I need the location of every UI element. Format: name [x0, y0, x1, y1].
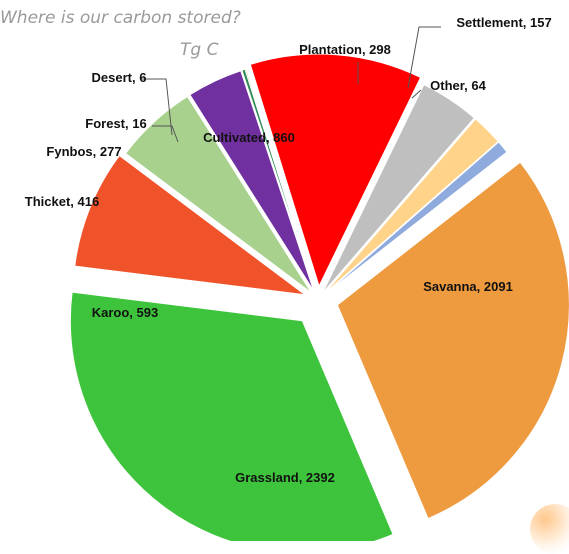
pie-slice-karoo: [74, 154, 307, 296]
slice-label-savanna: Savanna, 2091: [423, 279, 513, 294]
pie-slice-cultivated: [249, 53, 422, 288]
pie-chart: Savanna, 2091 Grassland, 2392 Karoo, 593 Th…: [25, 15, 569, 541]
leader-lines: [140, 26, 441, 143]
leader-line-settlement: [407, 26, 441, 89]
pie-slice-desert: [244, 68, 316, 291]
slice-label-thicket: Thicket, 416: [25, 194, 99, 209]
slice-label-desert: Desert, 6: [92, 70, 147, 85]
pie-slice-savanna: [336, 161, 569, 520]
slice-labels: Savanna, 2091 Grassland, 2392 Karoo, 593 Th…: [25, 15, 552, 485]
slice-label-forest: Forest, 16: [85, 116, 146, 131]
slice-label-grassland: Grassland, 2392: [235, 470, 335, 485]
pie-slices: [69, 53, 569, 541]
slice-label-fynbos: Fynbos, 277: [46, 144, 121, 159]
slice-label-settlement: Settlement, 157: [456, 15, 551, 30]
slice-label-other: Other, 64: [430, 78, 486, 93]
slice-label-cultivated: Cultivated, 860: [203, 130, 295, 145]
leader-line-other: [411, 89, 422, 99]
decorative-glow: [530, 504, 569, 554]
pie-slice-fynbos: [189, 70, 315, 292]
pie-slice-other: [323, 141, 508, 296]
pie-slice-grassland: [69, 291, 394, 541]
leader-line-desert: [140, 78, 173, 136]
pie-slice-plantation: [321, 84, 476, 294]
pie-slice-thicket: [124, 95, 312, 294]
leader-line-forest: [152, 125, 179, 143]
chart-title: Where is our carbon stored?: [0, 8, 241, 28]
slice-label-plantation: Plantation, 298: [299, 42, 391, 57]
slice-label-karoo: Karoo, 593: [92, 305, 158, 320]
pie-slice-settlement: [323, 118, 499, 295]
chart-subtitle: Tg C: [180, 40, 219, 60]
